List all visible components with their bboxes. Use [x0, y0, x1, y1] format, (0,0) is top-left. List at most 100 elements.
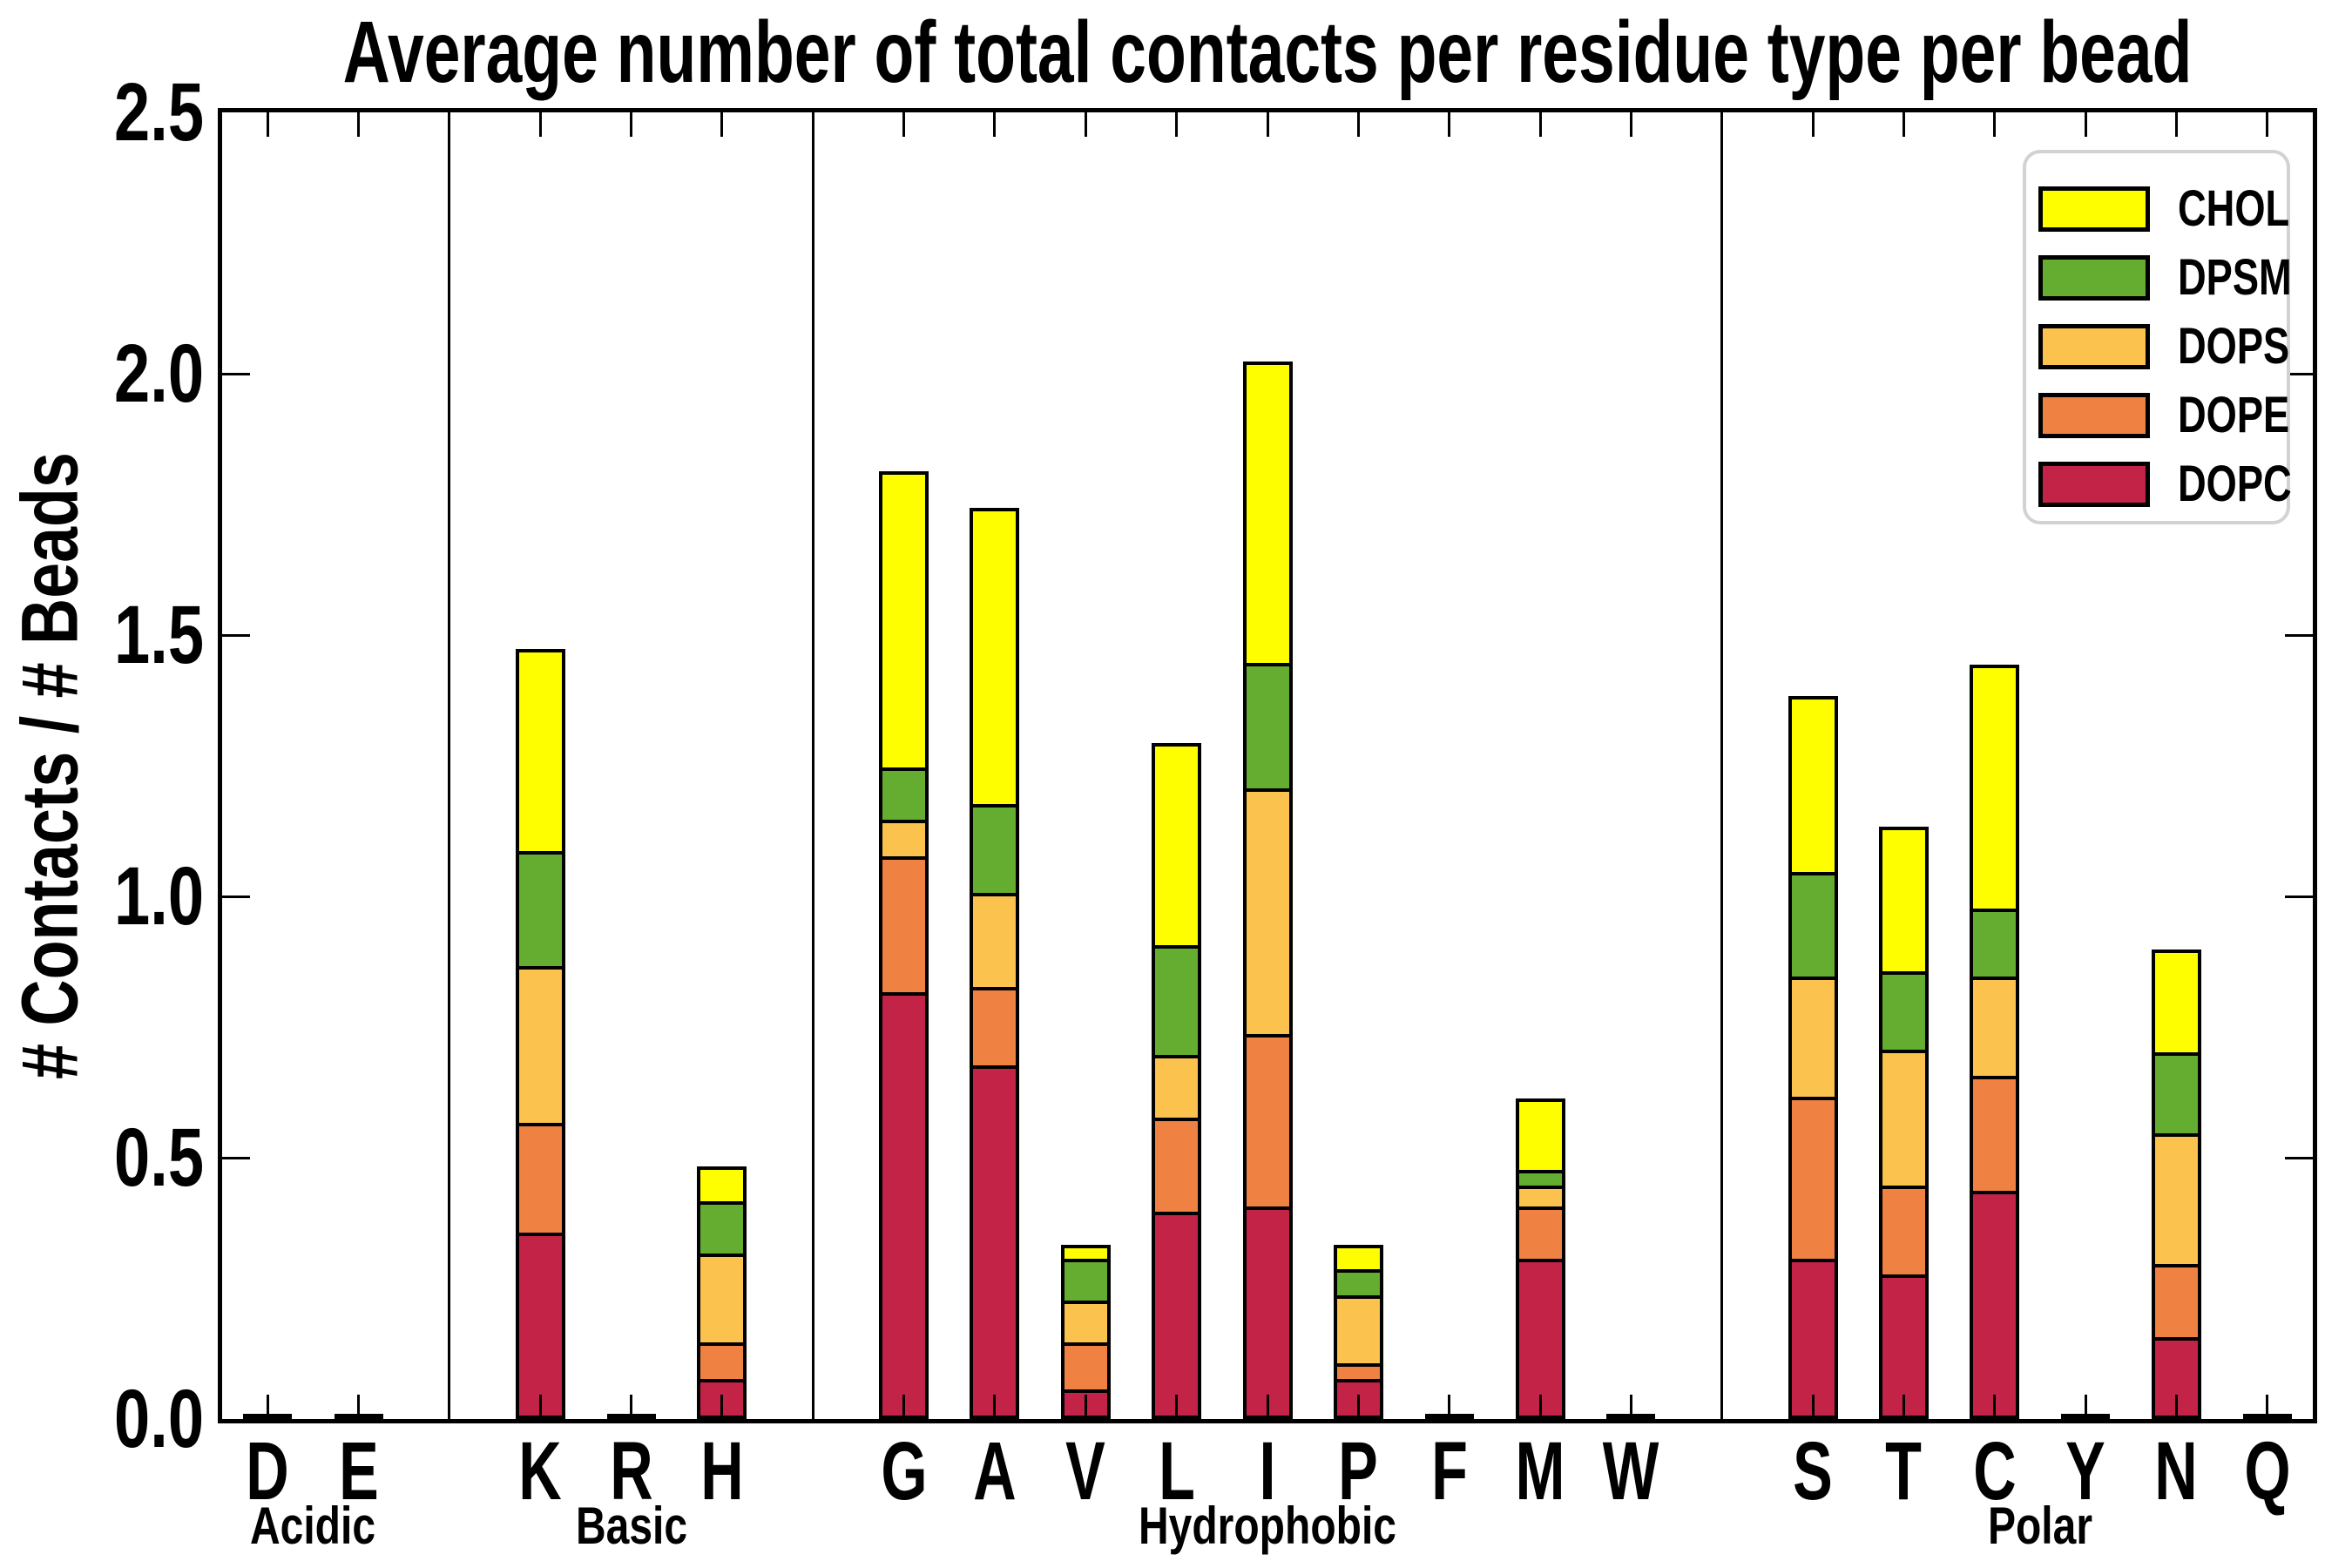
- x-tick-label: R: [609, 1425, 653, 1517]
- x-tick: [1448, 112, 1451, 137]
- x-tick-label: S: [1793, 1425, 1833, 1517]
- x-tick-label: D: [246, 1425, 289, 1517]
- x-tick: [1356, 112, 1360, 137]
- y-tick-label-text: 1.5: [113, 589, 204, 681]
- segment-DOPE: [1518, 1206, 1562, 1259]
- segment-DOPC: [882, 992, 926, 1416]
- x-tick-label: K: [518, 1425, 562, 1517]
- legend-item: DOPC: [2038, 449, 2292, 518]
- x-tick-label: Y: [2065, 1425, 2105, 1517]
- segment-DPSM: [518, 851, 562, 966]
- legend-label: DOPC: [2178, 456, 2292, 512]
- segment-DOPE: [1336, 1363, 1380, 1379]
- x-tick: [2266, 112, 2269, 137]
- x-tick: [538, 1395, 542, 1419]
- bar-P: [1333, 1245, 1383, 1419]
- segment-DPSM: [882, 767, 926, 820]
- bar-N: [2151, 950, 2201, 1419]
- x-tick: [1538, 1395, 1542, 1419]
- y-tick-label: 0.0: [0, 1375, 204, 1463]
- y-tick: [222, 895, 250, 898]
- segment-CHOL: [1064, 1248, 1107, 1259]
- x-tick: [1993, 112, 1997, 137]
- y-tick-label: 1.0: [0, 853, 204, 940]
- segment-DOPE: [1791, 1097, 1835, 1259]
- segment-DOPC: [1155, 1212, 1199, 1416]
- x-tick: [266, 112, 269, 137]
- segment-DOPC: [1518, 1259, 1562, 1416]
- chart-title: Average number of total contacts per res…: [342, 3, 2193, 101]
- bar-S: [1788, 696, 1838, 1419]
- y-tick-label: 0.5: [0, 1114, 204, 1201]
- y-tick-label-text: 1.0: [113, 850, 204, 943]
- segment-DOPS: [1155, 1055, 1199, 1118]
- legend-item: DOPE: [2038, 381, 2289, 449]
- segment-DOPS: [1246, 788, 1289, 1034]
- bar-T: [1878, 827, 1929, 1419]
- x-tick: [1902, 1395, 1905, 1419]
- bar-K: [515, 649, 565, 1419]
- group-label-hydrophobic: Hydrophobic: [1139, 1497, 1396, 1555]
- bar-V: [1060, 1245, 1111, 1419]
- y-tick: [2285, 895, 2313, 898]
- bar-M: [1515, 1098, 1565, 1419]
- x-tick-label: T: [1885, 1425, 1923, 1517]
- segment-DOPE: [973, 987, 1017, 1065]
- legend-swatch-DPSM: [2038, 254, 2150, 301]
- segment-DOPE: [1064, 1342, 1107, 1389]
- x-tick-label: V: [1065, 1425, 1106, 1517]
- x-tick: [902, 1395, 906, 1419]
- y-tick-label-text: 0.5: [113, 1112, 204, 1204]
- x-tick: [720, 112, 724, 137]
- y-tick: [2285, 1156, 2313, 1159]
- plot-area: [218, 108, 2317, 1423]
- x-tick-label: N: [2154, 1425, 2199, 1517]
- legend-swatch-DOPC: [2038, 461, 2150, 507]
- segment-DPSM: [1155, 945, 1199, 1055]
- legend-swatch-CHOL: [2038, 186, 2150, 232]
- segment-DOPC: [1882, 1274, 1925, 1416]
- y-axis-label: # Contacts / # Beads: [5, 452, 95, 1079]
- x-tick: [357, 112, 361, 137]
- segment-DOPS: [882, 820, 926, 856]
- y-tick: [222, 1156, 250, 1159]
- segment-DOPE: [2154, 1264, 2198, 1337]
- segment-DOPS: [518, 966, 562, 1123]
- x-tick: [1356, 1395, 1360, 1419]
- legend-label: DOPS: [2178, 318, 2290, 375]
- group-label-basic: Basic: [575, 1497, 687, 1555]
- segment-CHOL: [700, 1170, 744, 1201]
- legend-label: DPSM: [2178, 249, 2292, 306]
- segment-DOPE: [1246, 1034, 1289, 1206]
- x-tick-label: A: [973, 1425, 1017, 1517]
- segment-DOPC: [1973, 1191, 2017, 1416]
- segment-DOPS: [1882, 1050, 1925, 1186]
- y-tick-label-text: 2.0: [113, 328, 204, 420]
- legend-item: CHOL: [2038, 174, 2290, 243]
- segment-CHOL: [1246, 365, 1289, 663]
- x-tick: [1993, 1395, 1997, 1419]
- x-tick: [1266, 112, 1269, 137]
- segment-CHOL: [1336, 1248, 1380, 1269]
- legend-label: CHOL: [2178, 180, 2290, 237]
- group-separator-line: [811, 112, 814, 1419]
- x-tick: [1448, 1395, 1451, 1419]
- x-tick: [720, 1395, 724, 1419]
- x-tick-label: H: [700, 1425, 744, 1517]
- x-tick: [1175, 112, 1179, 137]
- segment-DOPS: [1973, 977, 2017, 1076]
- segment-DPSM: [1973, 909, 2017, 977]
- segment-DPSM: [700, 1201, 744, 1254]
- segment-DPSM: [1336, 1269, 1380, 1295]
- x-tick: [1084, 1395, 1087, 1419]
- group-separator-line: [1720, 112, 1724, 1419]
- x-tick: [2084, 112, 2087, 137]
- segment-CHOL: [1518, 1102, 1562, 1170]
- segment-CHOL: [1973, 668, 2017, 909]
- bar-A: [970, 508, 1020, 1419]
- x-tick: [630, 112, 633, 137]
- segment-CHOL: [882, 475, 926, 767]
- y-tick: [2285, 633, 2313, 637]
- x-tick-label: I: [1259, 1425, 1276, 1517]
